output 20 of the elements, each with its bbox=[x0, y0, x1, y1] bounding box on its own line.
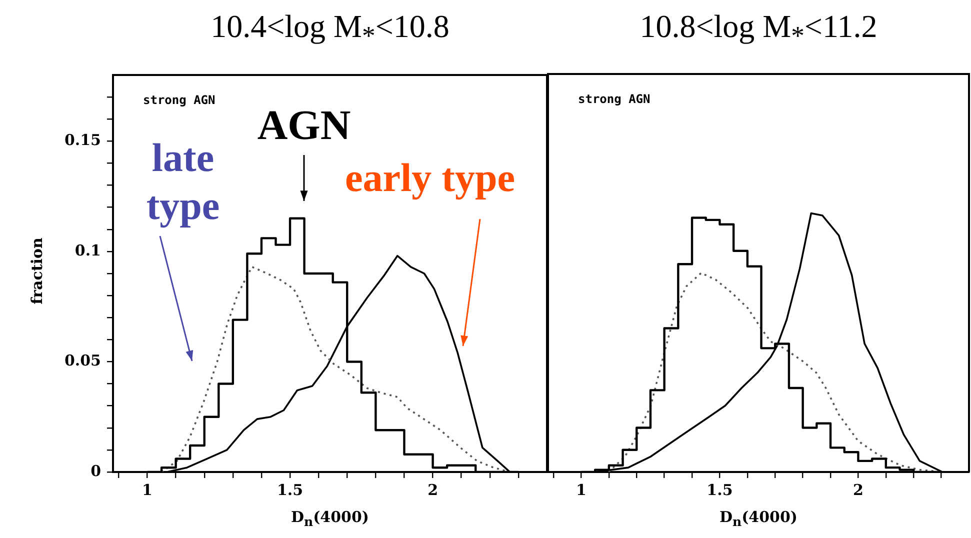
y-axis-title: fraction bbox=[28, 236, 46, 306]
annotation: late type bbox=[146, 135, 220, 228]
x-tick-label: 1 bbox=[576, 480, 586, 499]
y-tick-label: 0.05 bbox=[64, 352, 101, 370]
y-tick-label: 0.1 bbox=[74, 241, 101, 260]
y-tick-label: 0 bbox=[90, 462, 101, 480]
chart-title: 10.4<log M$_{*}$<10.8 bbox=[210, 8, 450, 52]
x-axis-title: D$_{n}$(4000) bbox=[718, 508, 799, 529]
annotation: AGN bbox=[257, 103, 351, 149]
x-tick-label: 2 bbox=[852, 480, 864, 499]
annotation: strong AGN bbox=[578, 92, 650, 106]
annotation: strong AGN bbox=[143, 93, 216, 108]
x-axis-title: D$_{n}$(4000) bbox=[290, 508, 370, 529]
x-tick-label: 2 bbox=[428, 480, 438, 499]
chart-title: 10.8<log M$_{*}$<11.2 bbox=[638, 8, 878, 52]
annotation: early type bbox=[345, 155, 515, 200]
y-tick-label: 0.15 bbox=[64, 131, 101, 150]
x-tick-label: 1 bbox=[142, 480, 152, 499]
x-tick-label: 1.5 bbox=[706, 480, 733, 499]
x-tick-label: 1.5 bbox=[276, 480, 304, 499]
